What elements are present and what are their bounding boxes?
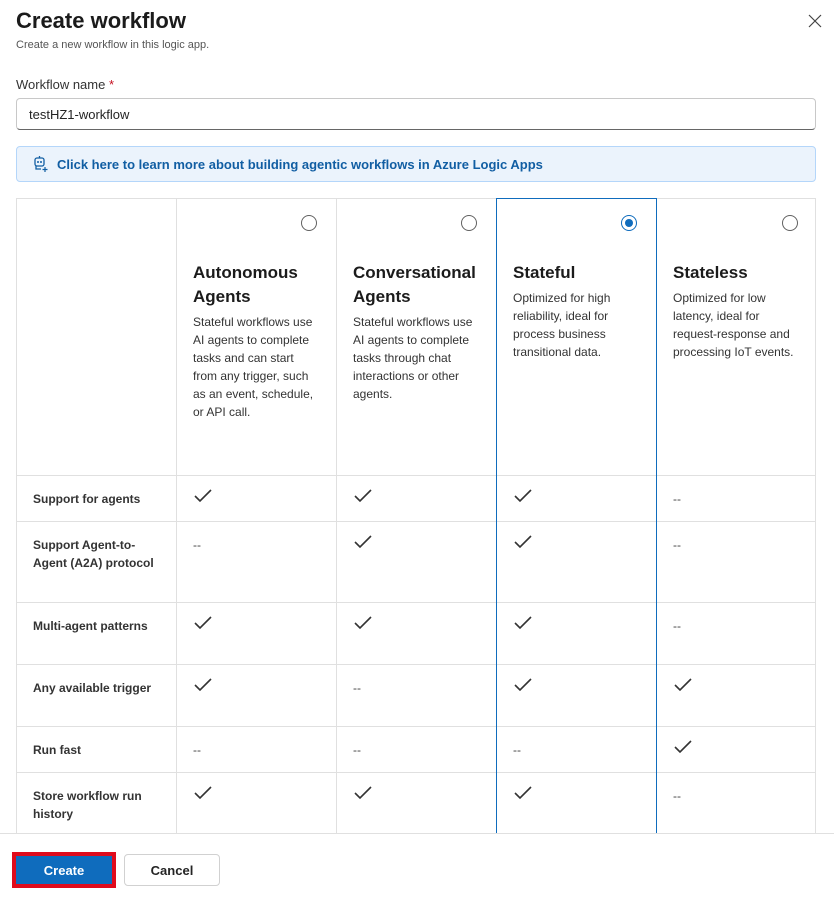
checkmark-icon xyxy=(514,535,532,549)
feature-value xyxy=(337,602,497,664)
radio-button[interactable] xyxy=(301,215,317,231)
option-stateful[interactable]: Stateful Optimized for high reliability, … xyxy=(497,198,657,475)
feature-label: Run fast xyxy=(17,726,177,772)
feature-value xyxy=(497,772,657,833)
checkmark-icon xyxy=(194,616,212,630)
feature-label: Multi-agent patterns xyxy=(17,602,177,664)
feature-value: -- xyxy=(657,475,815,521)
dash-text: -- xyxy=(673,619,681,633)
radio-button[interactable] xyxy=(782,215,798,231)
feature-value xyxy=(177,772,337,833)
checkmark-icon xyxy=(514,678,532,692)
radio-button[interactable] xyxy=(621,215,637,231)
checkmark-icon xyxy=(354,786,372,800)
checkmark-icon xyxy=(514,786,532,800)
header-empty-cell xyxy=(17,198,177,475)
option-description: Optimized for high reliability, ideal fo… xyxy=(513,291,611,359)
option-title: Stateful xyxy=(513,263,576,282)
feature-label: Any available trigger xyxy=(17,664,177,726)
dash-text: -- xyxy=(673,538,681,552)
checkmark-icon xyxy=(674,678,692,692)
checkmark-icon xyxy=(354,535,372,549)
dash-text: -- xyxy=(673,492,681,506)
feature-value: -- xyxy=(337,664,497,726)
feature-label: Support for agents xyxy=(17,475,177,521)
footer xyxy=(0,833,834,899)
option-description: Stateful workflows use AI agents to comp… xyxy=(193,315,314,419)
checkmark-icon xyxy=(514,616,532,630)
option-conversational-agents[interactable]: Conversational Agents Stateful workflows … xyxy=(337,198,497,475)
workflow-type-table: Autonomous Agents Stateful workflows use … xyxy=(16,198,816,833)
feature-label: Store workflow run history xyxy=(17,772,177,833)
radio-button[interactable] xyxy=(461,215,477,231)
page-title: Create workflow xyxy=(16,8,186,33)
option-title: Conversational Agents xyxy=(353,263,476,306)
feature-value xyxy=(497,602,657,664)
dash-text: -- xyxy=(353,743,361,757)
learn-more-text: Click here to learn more about building … xyxy=(57,156,543,172)
feature-value: -- xyxy=(497,726,657,772)
close-icon[interactable] xyxy=(806,12,824,30)
feature-value: -- xyxy=(337,726,497,772)
cancel-button[interactable]: Cancel xyxy=(124,854,220,886)
option-autonomous-agents[interactable]: Autonomous Agents Stateful workflows use … xyxy=(177,198,337,475)
page-subtitle: Create a new workflow in this logic app. xyxy=(16,39,210,51)
feature-value: -- xyxy=(177,726,337,772)
learn-more-banner-link[interactable]: Click here to learn more about building … xyxy=(16,146,816,182)
checkmark-icon xyxy=(514,489,532,503)
option-title: Autonomous Agents xyxy=(193,263,298,306)
checkmark-icon xyxy=(354,616,372,630)
dash-text: -- xyxy=(513,743,521,757)
feature-value xyxy=(337,772,497,833)
feature-label: Support Agent-to-Agent (A2A) protocol xyxy=(17,521,177,602)
create-button[interactable]: Create xyxy=(12,852,116,888)
feature-value: -- xyxy=(657,521,815,602)
feature-value: -- xyxy=(177,521,337,602)
feature-value xyxy=(337,521,497,602)
option-description: Stateful workflows use AI agents to comp… xyxy=(353,315,473,401)
dash-text: -- xyxy=(353,681,361,695)
feature-value xyxy=(337,475,497,521)
feature-value xyxy=(177,664,337,726)
feature-value xyxy=(177,602,337,664)
feature-value xyxy=(497,475,657,521)
checkmark-icon xyxy=(354,489,372,503)
checkmark-icon xyxy=(194,786,212,800)
workflow-name-input[interactable] xyxy=(16,98,816,130)
workflow-name-label: Workflow name * xyxy=(16,77,115,92)
dash-text: -- xyxy=(673,789,681,803)
option-title: Stateless xyxy=(673,263,748,282)
agent-sparkle-icon xyxy=(34,156,48,172)
feature-value: -- xyxy=(657,602,815,664)
checkmark-icon xyxy=(674,740,692,754)
checkmark-icon xyxy=(194,489,212,503)
feature-value xyxy=(497,521,657,602)
option-stateless[interactable]: Stateless Optimized for low latency, idea… xyxy=(657,198,815,475)
dash-text: -- xyxy=(193,538,201,552)
required-mark: * xyxy=(108,77,115,92)
option-description: Optimized for low latency, ideal for req… xyxy=(673,291,794,359)
feature-value xyxy=(497,664,657,726)
feature-value: -- xyxy=(657,772,815,833)
dash-text: -- xyxy=(193,743,201,757)
feature-value xyxy=(657,726,815,772)
checkmark-icon xyxy=(194,678,212,692)
feature-value xyxy=(657,664,815,726)
feature-value xyxy=(177,475,337,521)
